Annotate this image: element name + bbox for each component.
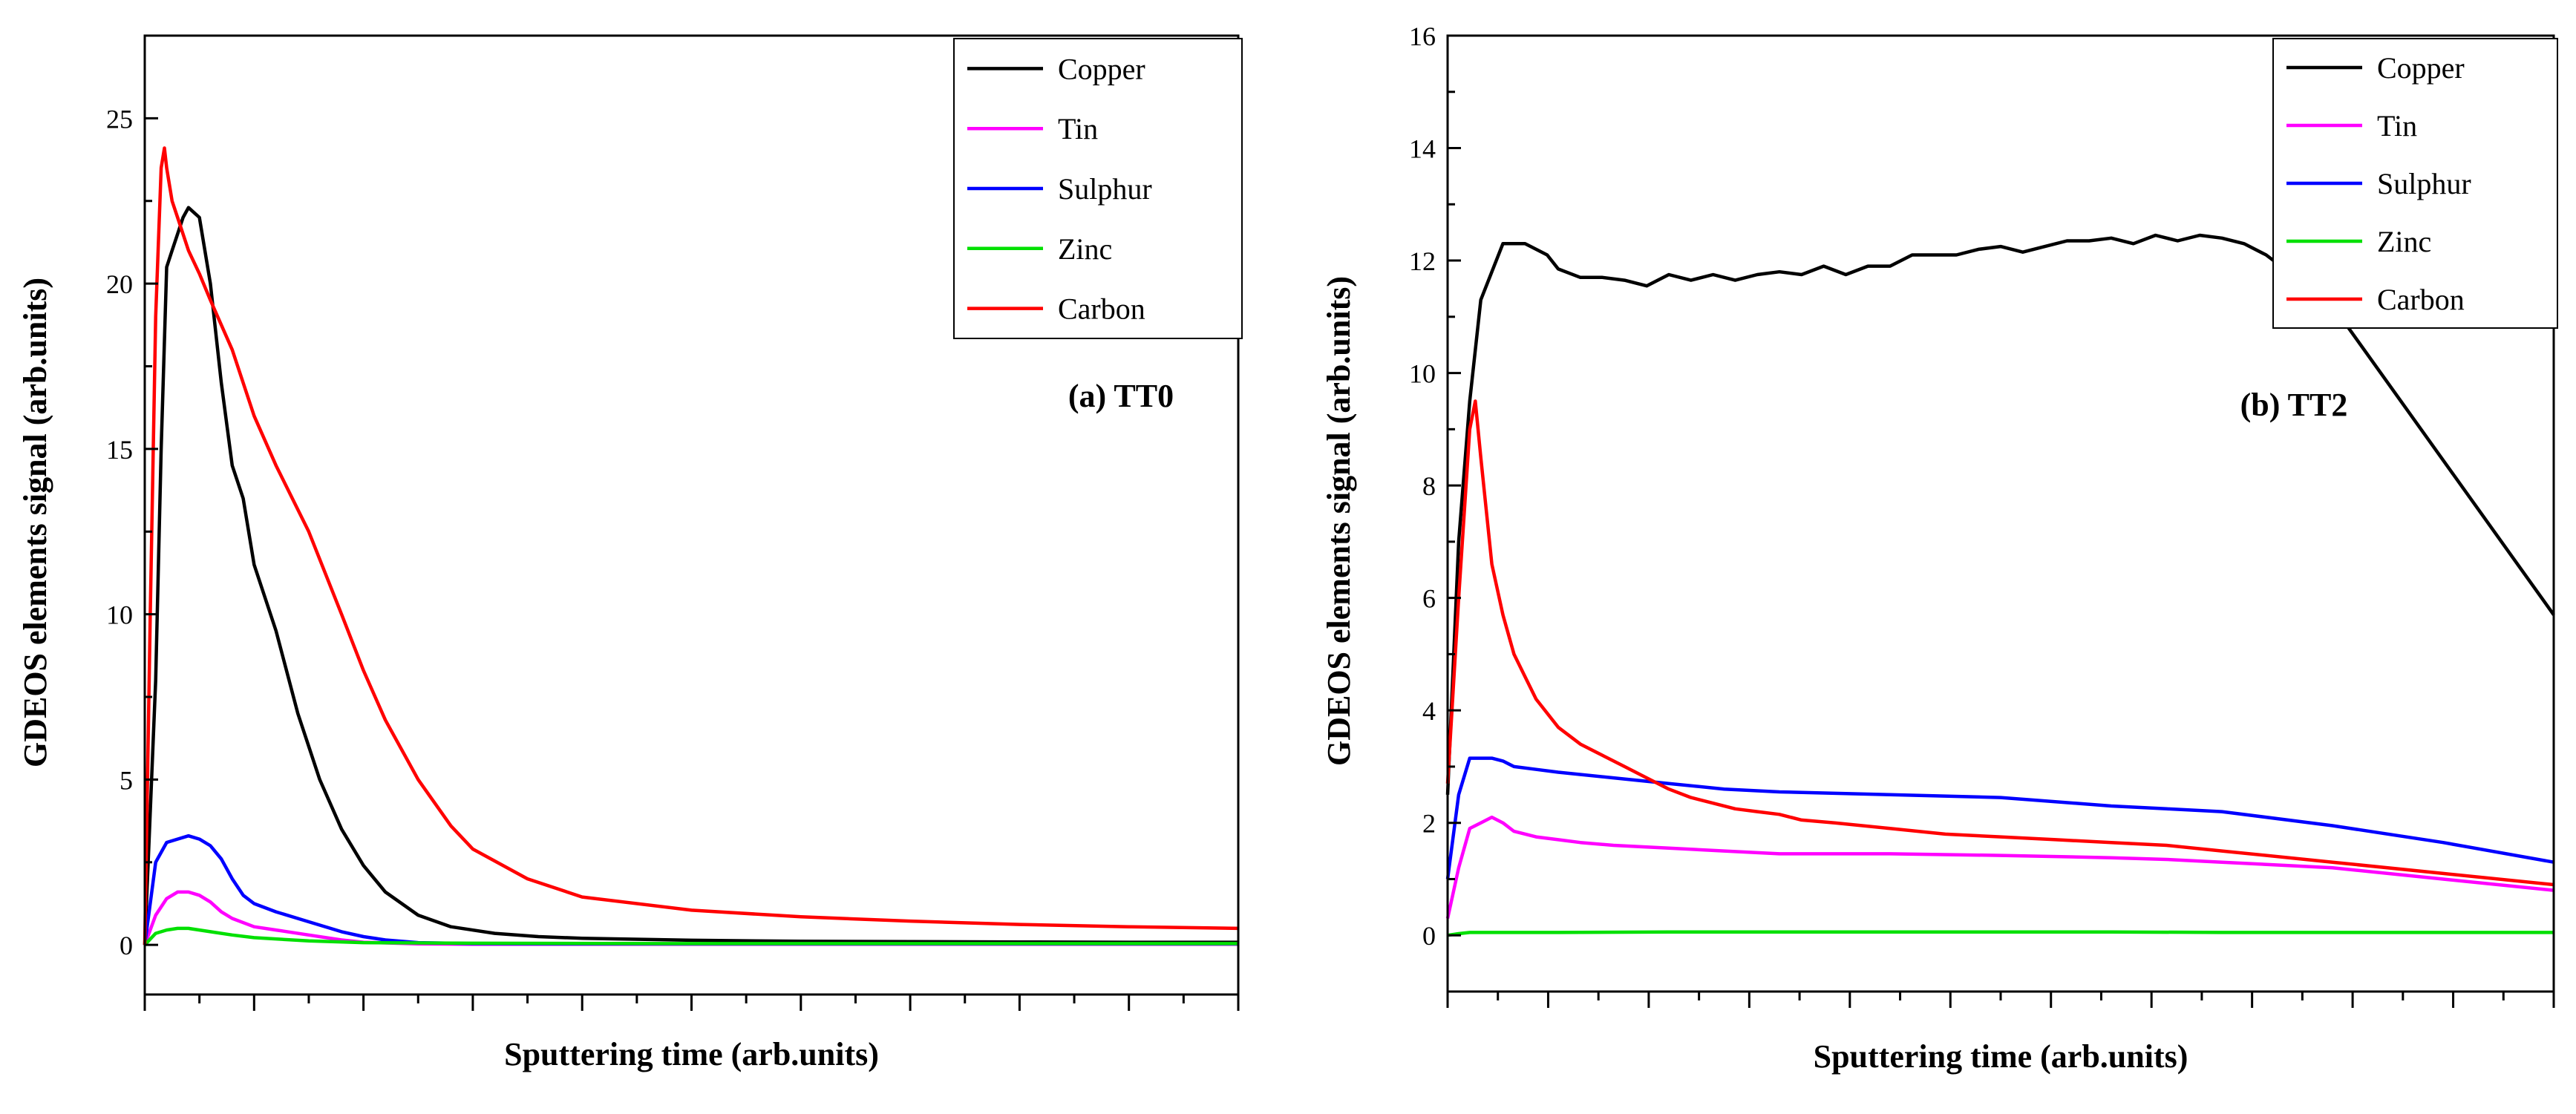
panel-label: (a) TT0	[1068, 378, 1174, 414]
legend-label-copper: Copper	[2377, 51, 2465, 85]
legend-label-tin: Tin	[2377, 109, 2417, 142]
legend: Copper Tin Sulphur Zinc Carbon	[953, 38, 1243, 339]
y-tick-label: 8	[1422, 471, 1436, 501]
series-line-tin	[143, 890, 1238, 946]
legend-label-zinc: Zinc	[2377, 225, 2431, 258]
x-axis-title: Sputtering time (arb.units)	[1814, 1038, 2188, 1075]
y-tick-label: 20	[106, 269, 133, 299]
series-line-carbon	[1445, 399, 2554, 887]
series-line-carbon	[143, 146, 1239, 946]
chart-panel-tt0: 0 5 10 15 20 25 Sputtering time (arb.units) GDE…	[17, 34, 1243, 1072]
y-tick-label: 25	[106, 104, 133, 134]
legend-label-tin: Tin	[1058, 112, 1098, 145]
series-line-sulphur	[143, 833, 1238, 946]
legend-label-sulphur: Sulphur	[2377, 167, 2471, 200]
y-axis-title: GDEOS elements signal (arb.units)	[1321, 276, 1357, 766]
y-tick-label: 14	[1409, 134, 1436, 164]
series-line-copper	[143, 206, 1238, 946]
series-line-copper	[1445, 233, 2555, 795]
legend-label-carbon: Carbon	[1058, 292, 1145, 326]
y-tick-label: 4	[1422, 696, 1436, 726]
y-tick-label: 12	[1409, 246, 1436, 276]
y-tick-label: 16	[1409, 22, 1436, 51]
chart-panel-tt2: 0 2 4 6 8 10 12 14 16 Sputtering time (arb.units)…	[1321, 22, 2558, 1075]
y-tick-label: 0	[1422, 921, 1436, 951]
y-tick-label: 0	[120, 931, 133, 960]
series-line-zinc	[1447, 930, 2554, 937]
legend-label-copper: Copper	[1058, 52, 1145, 85]
y-tick-label: 10	[1409, 359, 1436, 389]
y-tick-label: 6	[1422, 584, 1436, 614]
series-line-zinc	[143, 926, 1238, 946]
y-tick-label: 10	[106, 600, 133, 630]
y-tick-label: 2	[1422, 809, 1436, 839]
series-line-tin	[1445, 815, 2554, 919]
legend-label-zinc: Zinc	[1058, 232, 1112, 266]
series-line-sulphur	[1445, 756, 2554, 879]
y-tick-label: 15	[106, 435, 133, 465]
y-axis-title: GDEOS elements signal (arb.units)	[17, 278, 53, 767]
y-tick-label: 5	[120, 765, 133, 795]
legend: Copper Tin Sulphur Zinc Carbon	[2272, 38, 2558, 329]
panel-label: (b) TT2	[2240, 387, 2348, 423]
legend-label-carbon: Carbon	[2377, 283, 2465, 316]
legend-label-sulphur: Sulphur	[1058, 172, 1152, 206]
x-axis-title: Sputtering time (arb.units)	[504, 1036, 879, 1072]
